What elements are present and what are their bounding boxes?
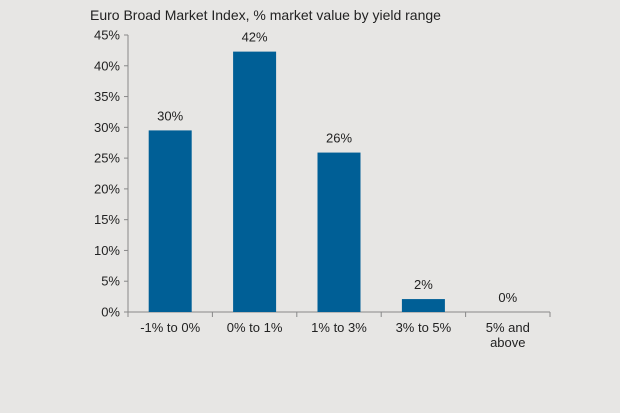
y-tick-label: 5% <box>101 274 120 289</box>
y-tick-label: 15% <box>94 212 120 227</box>
x-axis: -1% to 0% 0% to 1% 1% to 3% 3% to 5% 5% and a… <box>127 311 551 350</box>
x-category-label: 3% to 5% <box>396 320 452 335</box>
chart-title: Euro Broad Market Index, % market value … <box>90 7 441 23</box>
bar-value-label: 2% <box>414 277 433 292</box>
y-tick-label: 0% <box>101 305 120 320</box>
bar-value-label: 26% <box>326 131 352 146</box>
bar <box>233 51 277 313</box>
x-category-label: 0% to 1% <box>227 320 283 335</box>
y-tick-label: 25% <box>94 151 120 166</box>
bar-value-label: 0% <box>498 290 517 305</box>
x-category-label: 5% and above <box>486 320 530 350</box>
bars <box>148 51 445 313</box>
y-axis: 0% 5% 10% 15% 20% 25% 30% 35% 40% 45% <box>94 28 129 320</box>
y-tick-label: 30% <box>94 120 120 135</box>
y-tick-label: 20% <box>94 181 120 196</box>
bar-value-label: 30% <box>157 108 183 123</box>
bar-value-label: 42% <box>242 30 268 45</box>
y-tick-label: 45% <box>94 28 120 43</box>
x-category-label: -1% to 0% <box>140 320 200 335</box>
data-labels: 30% 42% 26% 2% 0% <box>157 30 517 305</box>
y-tick-label: 40% <box>94 58 120 73</box>
y-tick-label: 10% <box>94 243 120 258</box>
bar <box>148 130 192 312</box>
bar <box>401 299 445 312</box>
y-tick-label: 35% <box>94 89 120 104</box>
x-category-label: 1% to 3% <box>311 320 367 335</box>
bar <box>317 152 361 312</box>
